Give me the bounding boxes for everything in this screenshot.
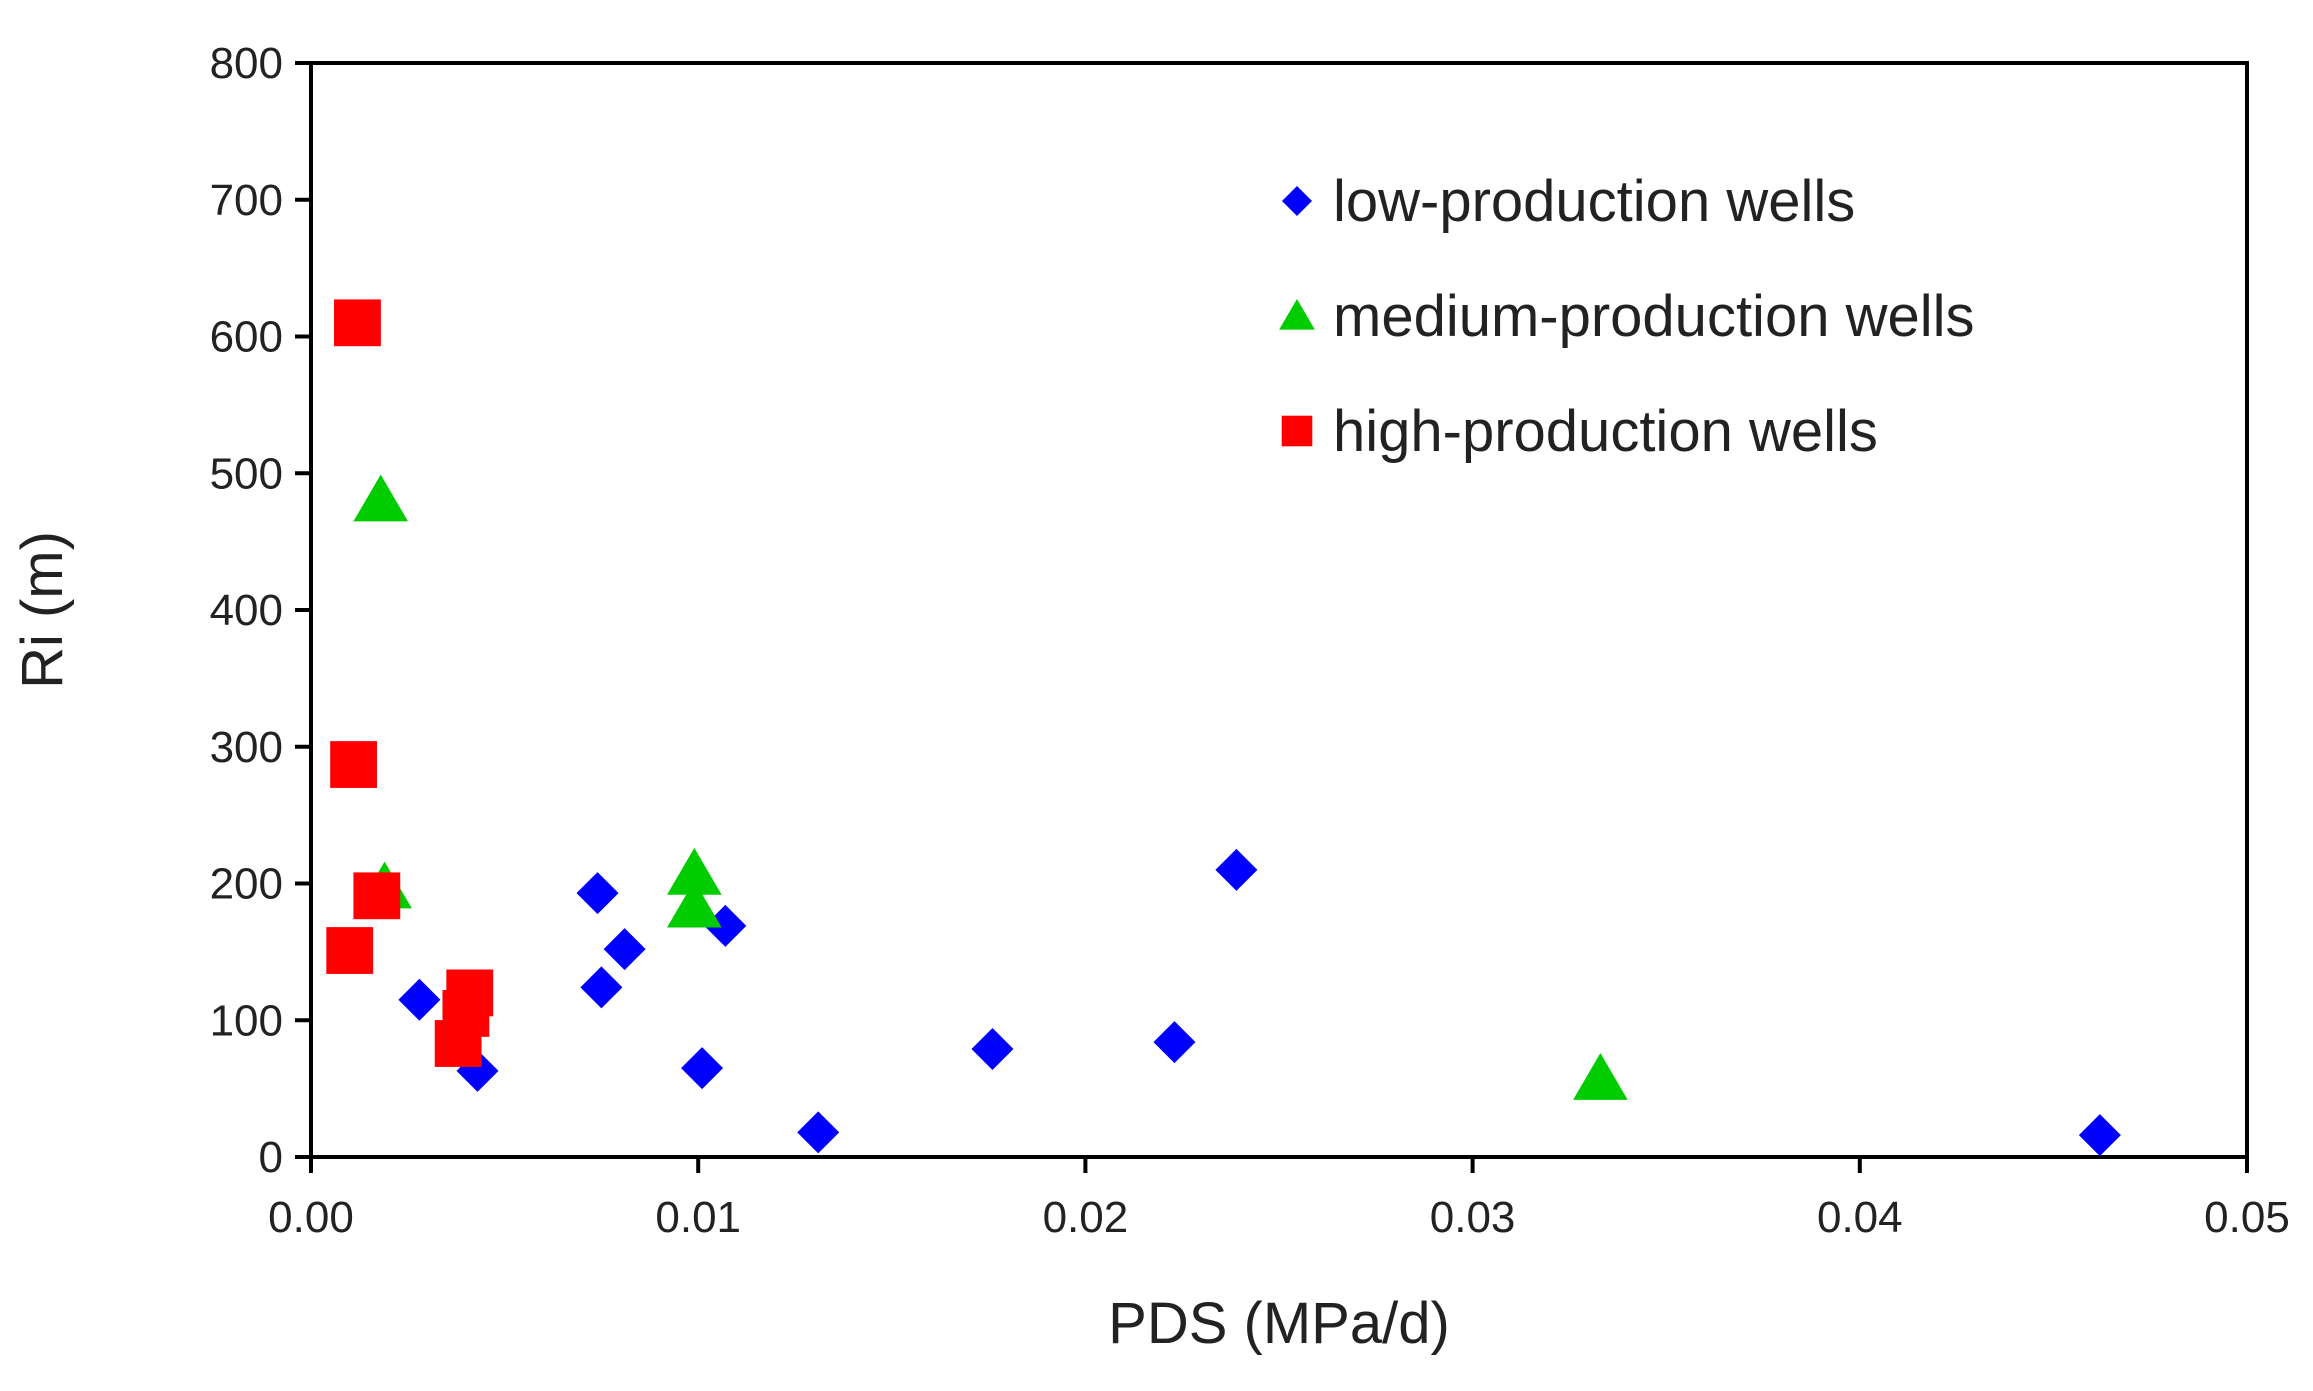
y-tick-label: 100	[210, 996, 283, 1045]
data-point-triangle	[353, 474, 408, 522]
data-point-diamond	[398, 978, 441, 1021]
series-square	[326, 299, 494, 1067]
y-tick-label: 0	[259, 1133, 283, 1182]
data-point-square	[326, 927, 374, 974]
x-tick-label: 0.01	[655, 1193, 741, 1242]
y-axis-ticks: 0 100 200 300 400 500 600 700 800	[210, 39, 311, 1182]
x-axis-title: PDS (MPa/d)	[1108, 1291, 1450, 1356]
x-axis-ticks: 0.00 0.01 0.02 0.03 0.04 0.05	[268, 1157, 2290, 1242]
data-point-triangle	[667, 847, 722, 895]
y-tick-label: 400	[210, 586, 283, 635]
data-point-square	[334, 299, 381, 347]
y-tick-label: 300	[210, 723, 283, 772]
y-axis-title: Ri (m)	[10, 531, 75, 689]
legend-marker-triangle	[1279, 299, 1315, 330]
data-point-diamond	[603, 928, 646, 971]
series-diamond	[398, 848, 2121, 1157]
x-tick-label: 0.04	[1817, 1193, 1903, 1242]
y-tick-label: 500	[210, 449, 283, 498]
data-point-square	[434, 1020, 482, 1067]
x-tick-label: 0.05	[2204, 1193, 2290, 1242]
data-point-triangle	[667, 880, 722, 928]
x-tick-label: 0.03	[1430, 1193, 1516, 1242]
legend-marker-square	[1281, 415, 1313, 447]
data-point-diamond	[1215, 848, 1258, 891]
legend-label: medium-production wells	[1333, 284, 1974, 349]
y-tick-label: 700	[210, 176, 283, 225]
data-point-diamond	[681, 1047, 724, 1090]
data-point-diamond	[797, 1111, 840, 1154]
data-point-square	[330, 741, 377, 788]
data-point-diamond	[576, 872, 619, 915]
data-point-diamond	[1153, 1021, 1196, 1064]
data-point-diamond	[580, 966, 623, 1009]
y-tick-label: 800	[210, 39, 283, 88]
data-point-triangle	[1573, 1053, 1628, 1100]
data-point-square	[353, 872, 401, 920]
data-points	[326, 299, 2121, 1157]
x-tick-label: 0.00	[268, 1193, 354, 1242]
legend-marker-diamond	[1282, 186, 1312, 216]
data-point-diamond	[704, 904, 747, 947]
y-tick-label: 600	[210, 313, 283, 362]
legend: low-production wells medium-production we…	[1279, 169, 1974, 464]
data-point-diamond	[2078, 1114, 2121, 1157]
y-tick-label: 200	[210, 860, 283, 909]
legend-label: low-production wells	[1333, 169, 1855, 234]
data-point-diamond	[971, 1027, 1014, 1070]
legend-label: high-production wells	[1333, 399, 1878, 464]
x-tick-label: 0.02	[1043, 1193, 1129, 1242]
